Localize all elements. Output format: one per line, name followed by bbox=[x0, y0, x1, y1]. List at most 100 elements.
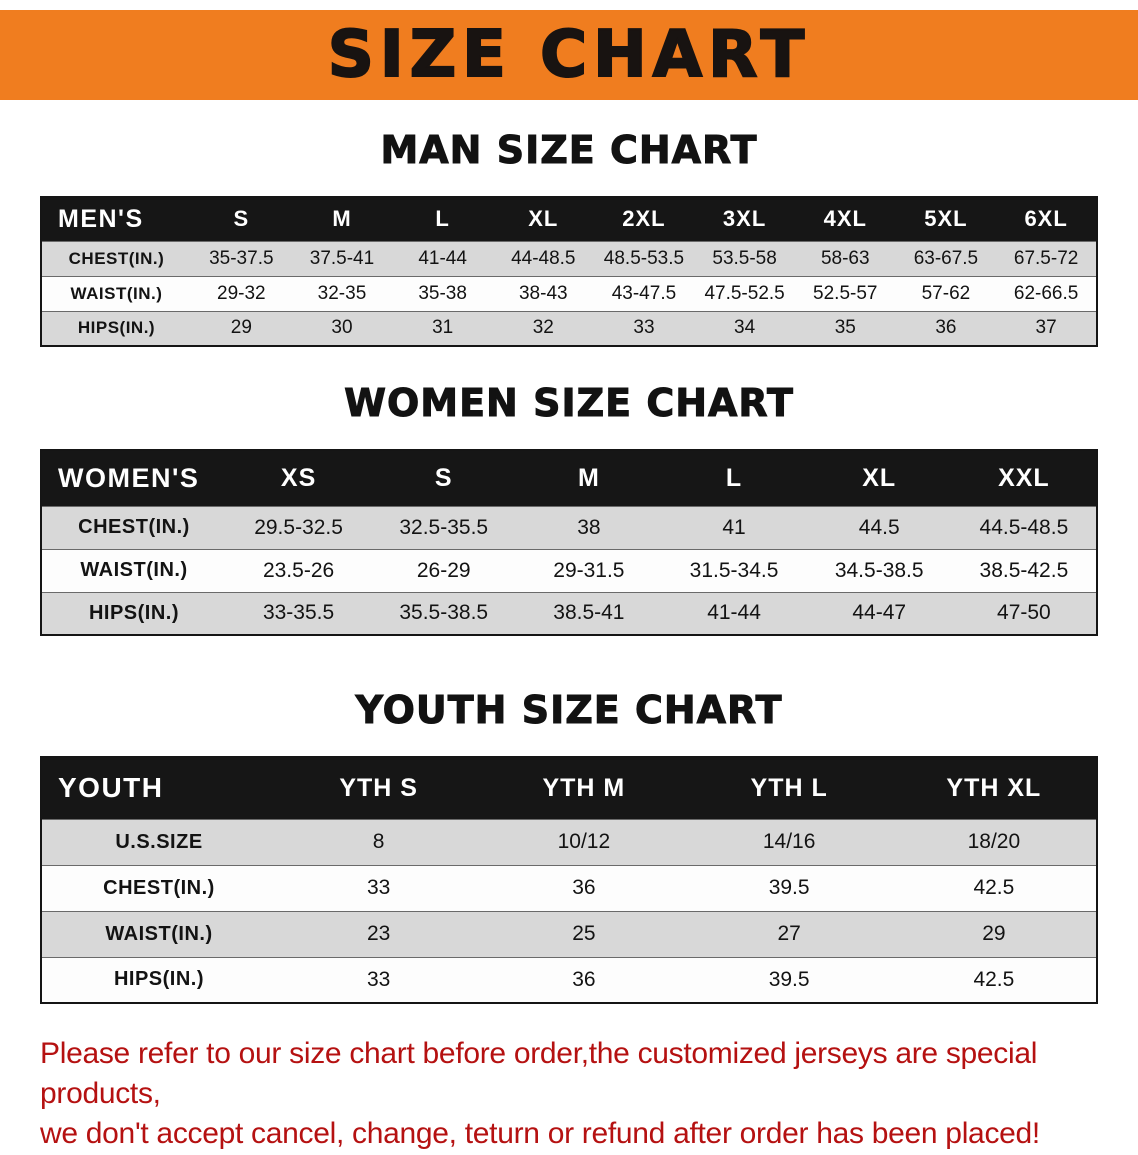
size-value-cell: 33-35.5 bbox=[226, 591, 372, 635]
table-row: WAIST(IN.) 29-32 32-35 35-38 38-43 43-47.5 47.… bbox=[41, 275, 1097, 311]
size-value-cell: 25 bbox=[481, 910, 687, 957]
men-size-table: MEN'S S M L XL 2XL 3XL 4XL 5XL 6XL CHEST(IN.) 35-37… bbox=[40, 196, 1098, 347]
size-value-cell: 35-38 bbox=[392, 275, 493, 311]
size-value-cell: 38.5-42.5 bbox=[951, 548, 1097, 592]
footer-note-line-2: we don't accept cancel, change, teturn o… bbox=[40, 1117, 1040, 1151]
size-value-cell: 48.5-53.5 bbox=[593, 240, 695, 276]
size-value-cell: 37.5-41 bbox=[291, 240, 393, 276]
size-value-cell: 42.5 bbox=[891, 864, 1097, 911]
size-value-cell: 8 bbox=[276, 818, 482, 865]
size-value-cell: 35-37.5 bbox=[191, 240, 292, 276]
size-value-cell: 37 bbox=[996, 310, 1097, 346]
size-value-cell: 44-47 bbox=[806, 591, 952, 635]
size-column-header: 3XL bbox=[694, 197, 795, 241]
size-value-cell: 41 bbox=[661, 505, 807, 549]
size-value-cell: 29.5-32.5 bbox=[226, 505, 372, 549]
men-size-table-host: MEN'S S M L XL 2XL 3XL 4XL 5XL 6XL CHEST(IN.) 35-37… bbox=[40, 196, 1098, 347]
size-value-cell: 29 bbox=[891, 910, 1097, 957]
size-value-cell: 38.5-41 bbox=[516, 591, 662, 635]
footer-note: Please refer to our size chart before or… bbox=[40, 1034, 1098, 1155]
size-value-cell: 33 bbox=[276, 956, 482, 1003]
size-value-cell: 33 bbox=[593, 310, 695, 346]
size-value-cell: 31.5-34.5 bbox=[661, 548, 807, 592]
size-value-cell: 23.5-26 bbox=[226, 548, 372, 592]
size-value-cell: 32 bbox=[492, 310, 594, 346]
size-column-header: S bbox=[191, 197, 292, 241]
size-column-header: M bbox=[516, 450, 662, 506]
size-value-cell: 26-29 bbox=[371, 548, 517, 592]
size-value-cell: 29-31.5 bbox=[516, 548, 662, 592]
size-value-cell: 39.5 bbox=[686, 956, 892, 1003]
table-corner-label: YOUTH bbox=[41, 757, 276, 819]
measurement-row-label: HIPS(IN.) bbox=[41, 310, 191, 346]
size-column-header: 2XL bbox=[593, 197, 695, 241]
size-column-header: 4XL bbox=[794, 197, 896, 241]
size-value-cell: 62-66.5 bbox=[996, 275, 1097, 311]
size-value-cell: 41-44 bbox=[661, 591, 807, 635]
size-column-header: XXL bbox=[951, 450, 1097, 506]
size-column-header: YTH L bbox=[686, 757, 892, 819]
size-value-cell: 47.5-52.5 bbox=[694, 275, 795, 311]
youth-size-chart-section: YOUTH SIZE CHART YOUTH YTH S YTH M YTH L YTH… bbox=[0, 688, 1138, 1004]
size-value-cell: 44.5-48.5 bbox=[951, 505, 1097, 549]
table-header-row: YOUTH YTH S YTH M YTH L YTH XL bbox=[41, 757, 1097, 819]
size-column-header: XL bbox=[806, 450, 952, 506]
size-value-cell: 39.5 bbox=[686, 864, 892, 911]
size-value-cell: 58-63 bbox=[794, 240, 896, 276]
measurement-row-label: WAIST(IN.) bbox=[41, 910, 276, 957]
size-value-cell: 35 bbox=[794, 310, 896, 346]
size-column-header: YTH S bbox=[276, 757, 482, 819]
women-size-table-host: WOMEN'S XS S M L XL XXL CHEST(IN.) 29.5-32.5 32.5… bbox=[40, 449, 1098, 636]
size-value-cell: 29 bbox=[191, 310, 292, 346]
women-size-table: WOMEN'S XS S M L XL XXL CHEST(IN.) 29.5-32.5 32.5… bbox=[40, 449, 1098, 636]
size-value-cell: 36 bbox=[481, 956, 687, 1003]
size-value-cell: 30 bbox=[291, 310, 393, 346]
size-value-cell: 41-44 bbox=[392, 240, 493, 276]
size-value-cell: 52.5-57 bbox=[794, 275, 896, 311]
size-column-header: XL bbox=[492, 197, 594, 241]
size-value-cell: 23 bbox=[276, 910, 482, 957]
size-column-header: 5XL bbox=[895, 197, 997, 241]
size-value-cell: 53.5-58 bbox=[694, 240, 795, 276]
size-value-cell: 31 bbox=[392, 310, 493, 346]
size-value-cell: 47-50 bbox=[951, 591, 1097, 635]
size-value-cell: 38 bbox=[516, 505, 662, 549]
size-column-header: M bbox=[291, 197, 393, 241]
size-column-header: YTH XL bbox=[891, 757, 1097, 819]
size-value-cell: 44.5 bbox=[806, 505, 952, 549]
table-row: HIPS(IN.) 29 30 31 32 33 34 35 36 37 bbox=[41, 310, 1097, 346]
size-value-cell: 10/12 bbox=[481, 818, 687, 865]
size-column-header: S bbox=[371, 450, 517, 506]
size-value-cell: 33 bbox=[276, 864, 482, 911]
measurement-row-label: CHEST(IN.) bbox=[41, 240, 191, 276]
measurement-row-label: U.S.SIZE bbox=[41, 818, 276, 865]
table-row: WAIST(IN.) 23 25 27 29 bbox=[41, 910, 1097, 957]
table-header-row: WOMEN'S XS S M L XL XXL bbox=[41, 450, 1097, 506]
table-row: CHEST(IN.) 29.5-32.5 32.5-35.5 38 41 44.5 44.5… bbox=[41, 505, 1097, 549]
size-column-header: L bbox=[661, 450, 807, 506]
women-size-chart-section: WOMEN SIZE CHART WOMEN'S XS S M L XL XXL CHEST(… bbox=[0, 381, 1138, 636]
size-column-header: L bbox=[392, 197, 493, 241]
measurement-row-label: WAIST(IN.) bbox=[41, 548, 226, 592]
table-corner-label: WOMEN'S bbox=[41, 450, 226, 506]
table-row: HIPS(IN.) 33 36 39.5 42.5 bbox=[41, 956, 1097, 1003]
size-value-cell: 18/20 bbox=[891, 818, 1097, 865]
size-value-cell: 34 bbox=[694, 310, 795, 346]
size-column-header: XS bbox=[226, 450, 372, 506]
size-value-cell: 32.5-35.5 bbox=[371, 505, 517, 549]
youth-section-title: YOUTH SIZE CHART bbox=[355, 688, 783, 733]
table-row: CHEST(IN.) 35-37.5 37.5-41 41-44 44-48.5 48.5… bbox=[41, 240, 1097, 276]
table-header-row: MEN'S S M L XL 2XL 3XL 4XL 5XL 6XL bbox=[41, 197, 1097, 241]
size-value-cell: 42.5 bbox=[891, 956, 1097, 1003]
size-value-cell: 44-48.5 bbox=[492, 240, 594, 276]
footer-note-line-1: Please refer to our size chart before or… bbox=[40, 1037, 1038, 1111]
size-value-cell: 35.5-38.5 bbox=[371, 591, 517, 635]
measurement-row-label: CHEST(IN.) bbox=[41, 505, 226, 549]
measurement-row-label: CHEST(IN.) bbox=[41, 864, 276, 911]
table-row: U.S.SIZE 8 10/12 14/16 18/20 bbox=[41, 818, 1097, 865]
size-column-header: 6XL bbox=[996, 197, 1097, 241]
size-value-cell: 32-35 bbox=[291, 275, 393, 311]
youth-size-table-host: YOUTH YTH S YTH M YTH L YTH XL U.S.SIZE 8 10/12… bbox=[40, 756, 1098, 1004]
measurement-row-label: WAIST(IN.) bbox=[41, 275, 191, 311]
table-row: CHEST(IN.) 33 36 39.5 42.5 bbox=[41, 864, 1097, 911]
